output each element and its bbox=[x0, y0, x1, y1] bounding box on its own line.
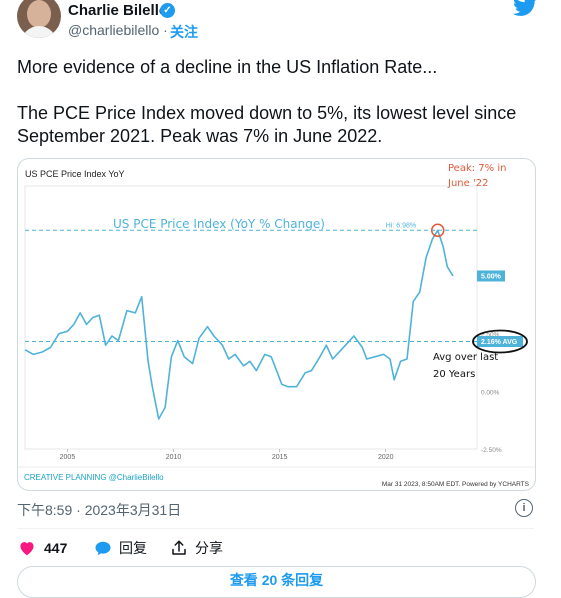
y-tick-label: -2.50% bbox=[481, 447, 502, 454]
follow-button[interactable]: 关注 bbox=[170, 24, 198, 40]
chart-subtitle: US PCE Price Index (YoY % Change) bbox=[113, 217, 325, 231]
like-count: 447 bbox=[44, 540, 68, 556]
y-tick-label: 2.50% bbox=[481, 332, 500, 339]
x-tick-label: 2015 bbox=[272, 454, 288, 461]
x-tick-label: 2010 bbox=[166, 454, 182, 461]
tweet-text: More evidence of a decline in the US Inf… bbox=[17, 56, 542, 148]
tweet-line-2: The PCE Price Index moved down to 5%, it… bbox=[17, 103, 517, 146]
tweet-line-1: More evidence of a decline in the US Inf… bbox=[17, 57, 438, 77]
avg-annotation-line-2: 20 Years bbox=[433, 369, 475, 380]
reply-icon bbox=[95, 541, 111, 555]
verified-badge-icon: ✓ bbox=[160, 3, 175, 18]
author-handle[interactable]: @charliebilello · bbox=[68, 22, 168, 38]
avg-annotation: Avg over last 20 Years bbox=[433, 352, 501, 380]
peak-annotation-line-1: Peak: 7% in bbox=[448, 163, 506, 174]
author-avatar[interactable] bbox=[17, 0, 61, 38]
heart-icon bbox=[20, 542, 34, 556]
peak-circle bbox=[430, 223, 445, 238]
author-name[interactable]: Charlie Bilello bbox=[68, 2, 169, 19]
avg-value-label: 2.16% AVG bbox=[481, 339, 518, 346]
twitter-bird-icon bbox=[512, 0, 536, 16]
peak-annotation: Peak: 7% in June '22 bbox=[447, 163, 510, 189]
divider bbox=[17, 528, 534, 529]
footer-brand: CREATIVE PLANNING @CharlieBilello bbox=[24, 473, 164, 482]
info-icon[interactable]: i bbox=[515, 499, 533, 517]
like-button[interactable]: 447 bbox=[18, 538, 67, 558]
x-axis-ticks: 2005 2010 2015 2020 bbox=[60, 449, 394, 461]
y-tick-label: 0.00% bbox=[481, 389, 500, 396]
last-value-box bbox=[477, 270, 505, 282]
avg-annotation-line-1: Avg over last bbox=[433, 352, 498, 363]
reply-label: 回复 bbox=[119, 540, 147, 556]
share-button[interactable]: 分享 bbox=[170, 538, 223, 558]
x-tick-label: 2020 bbox=[378, 454, 394, 461]
chart-title: US PCE Price Index YoY bbox=[25, 169, 125, 179]
avg-ellipse bbox=[472, 329, 528, 354]
x-tick-label: 2005 bbox=[60, 454, 76, 461]
view-replies-button[interactable]: 查看 20 条回复 bbox=[17, 566, 536, 598]
plot-frame bbox=[24, 185, 478, 450]
share-label: 分享 bbox=[195, 540, 223, 556]
share-icon bbox=[172, 540, 186, 555]
reply-button[interactable]: 回复 bbox=[94, 538, 147, 558]
last-value-label: 5.00% bbox=[481, 273, 502, 280]
avg-value-box bbox=[477, 335, 523, 347]
y-axis-ticks: 2.50% 0.00% -2.50% bbox=[481, 332, 502, 454]
tweet-timestamp[interactable]: 下午8:59 · 2023年3月31日 bbox=[17, 502, 182, 518]
series-line bbox=[24, 229, 454, 420]
footer-source: Mar 31 2023, 8:50AM EDT. Powered by YCHA… bbox=[382, 481, 530, 488]
chart-image[interactable]: US PCE Price Index YoY 2005 2010 2015 2020 … bbox=[17, 158, 536, 491]
chart-svg: US PCE Price Index YoY 2005 2010 2015 2020 … bbox=[18, 163, 535, 488]
high-label: Hi: 6.98% bbox=[386, 222, 416, 229]
peak-annotation-line-2: June '22 bbox=[447, 178, 488, 189]
